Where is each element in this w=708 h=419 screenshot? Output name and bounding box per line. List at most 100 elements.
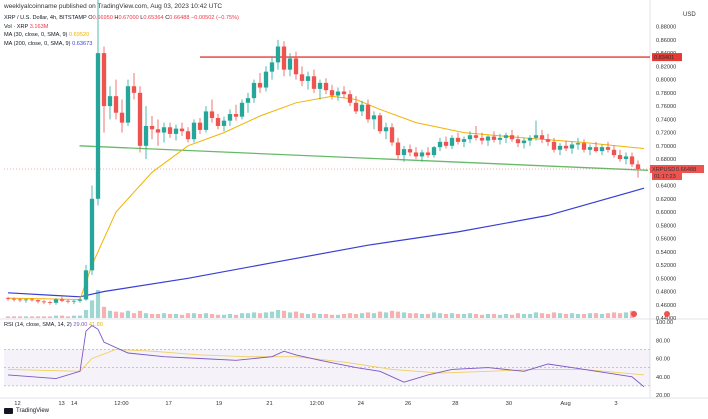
volume-bar bbox=[191, 313, 197, 318]
volume-bar bbox=[467, 313, 473, 318]
volume-bar bbox=[209, 314, 215, 318]
candle-body bbox=[179, 128, 185, 132]
candle-body bbox=[605, 147, 611, 150]
volume-bar bbox=[221, 314, 227, 318]
volume-bar bbox=[53, 315, 59, 318]
currency-label[interactable]: USD bbox=[683, 12, 696, 18]
price-tick-label: 0.60000 bbox=[656, 210, 676, 216]
candle-body bbox=[617, 155, 623, 160]
candle-body bbox=[353, 102, 359, 112]
volume-bar bbox=[215, 314, 221, 318]
volume-bar bbox=[533, 312, 539, 318]
candle-body bbox=[491, 136, 497, 140]
volume-bar bbox=[101, 306, 107, 318]
time-tick-label: 17 bbox=[165, 401, 171, 407]
tradingview-logo-icon bbox=[4, 408, 13, 414]
volume-bar bbox=[89, 300, 95, 318]
time-tick-label: 26 bbox=[405, 401, 411, 407]
candle-body bbox=[143, 125, 149, 146]
volume-bar bbox=[323, 314, 329, 318]
last-price-label-bg bbox=[650, 165, 704, 173]
symbol-row: XRP / U.S. Dollar, 4h, BITSTAMP O0.66950… bbox=[4, 14, 239, 23]
price-tick-label: 0.64000 bbox=[656, 184, 676, 190]
price-tick-label: 0.62000 bbox=[656, 197, 676, 203]
candle-body bbox=[11, 298, 17, 300]
time-tick-label: 21 bbox=[266, 401, 272, 407]
candle-body bbox=[23, 299, 29, 301]
volume-bar bbox=[203, 313, 209, 318]
open-value: 0.66950 bbox=[92, 15, 113, 21]
volume-bar bbox=[329, 314, 335, 318]
ma200-row[interactable]: MA (200, close, 0, SMA, 9) 0.63673 bbox=[4, 40, 239, 49]
volume-bar bbox=[251, 312, 257, 318]
candle-body bbox=[629, 156, 635, 165]
candle-body bbox=[515, 139, 521, 144]
volume-bar bbox=[65, 316, 71, 318]
rsi-tick-label: 100.00 bbox=[656, 320, 673, 326]
tradingview-logo[interactable]: TradingView bbox=[4, 408, 49, 414]
candle-body bbox=[599, 147, 605, 152]
rsi-tick-label: 60.00 bbox=[656, 357, 670, 363]
candle-body bbox=[323, 82, 329, 91]
volume-bar bbox=[95, 290, 101, 318]
candle-body bbox=[371, 115, 377, 120]
candle-body bbox=[209, 111, 215, 119]
candle-body bbox=[167, 127, 173, 134]
candle-body bbox=[281, 46, 287, 70]
volume-bar bbox=[107, 310, 113, 318]
candle-body bbox=[527, 137, 533, 141]
volume-bar bbox=[365, 312, 371, 318]
candle-body bbox=[119, 112, 125, 123]
ma200-label: MA (200, close, 0, SMA, 9) bbox=[4, 40, 71, 47]
volume-bar bbox=[539, 313, 545, 318]
price-tick-label: 0.46000 bbox=[656, 303, 676, 309]
time-tick-label: 3 bbox=[614, 401, 617, 407]
rsi-legend[interactable]: RSI (14, close, SMA, 14, 2) 29.00 41.80 bbox=[4, 322, 103, 328]
candle-body bbox=[575, 143, 581, 145]
rsi-value: 29.00 bbox=[73, 322, 88, 328]
ma30-label: MA (30, close, 0, SMA, 9) bbox=[4, 32, 68, 39]
candle-body bbox=[227, 114, 233, 121]
volume-bar bbox=[257, 313, 263, 318]
symbol-name[interactable]: XRP / U.S. Dollar, 4h, BITSTAMP bbox=[4, 15, 87, 21]
ma30-row[interactable]: MA (30, close, 0, SMA, 9) 0.69520 bbox=[4, 31, 239, 40]
candle-body bbox=[557, 145, 563, 150]
volume-row[interactable]: Vol · XRP 3.163M bbox=[4, 23, 239, 32]
price-tick-label: 0.52000 bbox=[656, 263, 676, 269]
volume-bar bbox=[125, 310, 131, 318]
low-value: 0.65364 bbox=[143, 15, 164, 21]
candle-body bbox=[83, 270, 89, 300]
volume-bar bbox=[551, 312, 557, 318]
rsi-tick-label: 20.00 bbox=[656, 393, 670, 399]
price-tick-label: 0.78000 bbox=[656, 91, 676, 97]
candle-body bbox=[545, 139, 551, 142]
candle-body bbox=[185, 131, 191, 140]
resistance-value: 0.83401 bbox=[654, 55, 674, 61]
candle-body bbox=[65, 300, 71, 302]
candle-body bbox=[455, 137, 461, 142]
candle-body bbox=[425, 152, 431, 156]
close-value: 0.66488 bbox=[169, 15, 190, 21]
volume-bar bbox=[527, 314, 533, 318]
candle-body bbox=[311, 76, 317, 89]
volume-bar bbox=[311, 313, 317, 318]
candle-body bbox=[245, 98, 251, 103]
volume-bar bbox=[197, 314, 203, 318]
rsi-tick-label: 40.00 bbox=[656, 375, 670, 381]
volume-bar bbox=[137, 310, 143, 318]
volume-bar bbox=[455, 314, 461, 318]
volume-bar bbox=[41, 316, 47, 318]
candle-body bbox=[413, 152, 419, 157]
candle-body bbox=[161, 127, 167, 133]
volume-bar bbox=[557, 313, 563, 318]
candle-body bbox=[269, 62, 275, 72]
price-tick-label: 0.80000 bbox=[656, 78, 676, 84]
rsi-ma-value: 41.80 bbox=[88, 322, 103, 328]
volume-bar bbox=[497, 314, 503, 318]
volume-bar bbox=[581, 314, 587, 318]
open-label: O bbox=[88, 15, 93, 21]
volume-bar bbox=[317, 314, 323, 318]
candle-body bbox=[305, 76, 311, 81]
candle-body bbox=[53, 299, 59, 303]
